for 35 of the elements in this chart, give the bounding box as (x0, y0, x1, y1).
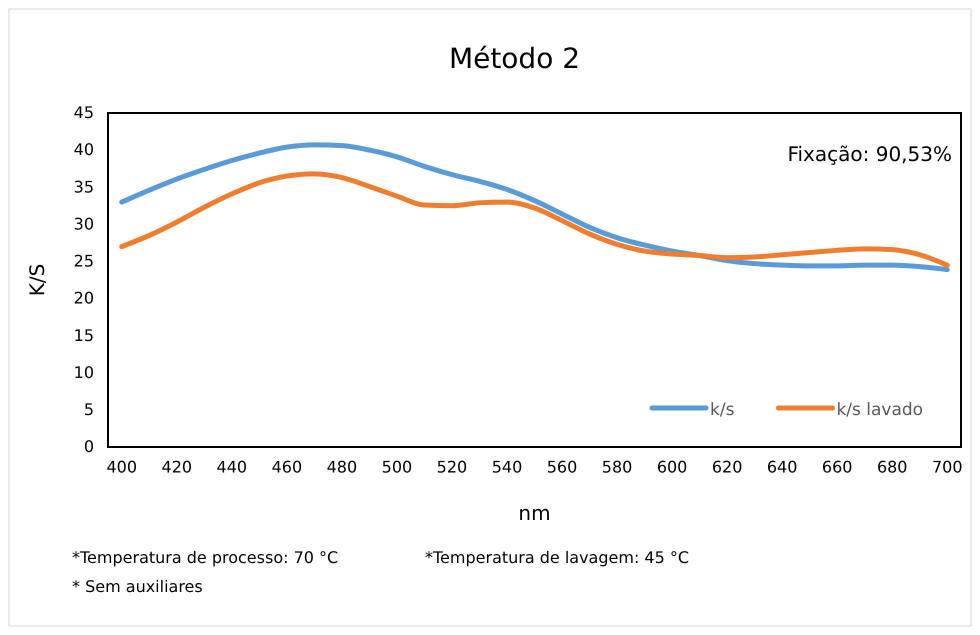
x-tick-label: 620 (712, 457, 742, 476)
y-tick-label: 40 (74, 140, 94, 160)
y-tick-label: 15 (74, 326, 94, 345)
y-tick-label: 20 (74, 288, 94, 308)
legend-label: k/s lavado (836, 400, 924, 420)
x-tick-label: 580 (602, 457, 632, 476)
annotation: Fixação: 90,53% (787, 142, 952, 166)
y-tick-label: 25 (74, 252, 94, 271)
text: *Temperatura de lavagem: 45 °C (425, 548, 690, 567)
x-tick-label: 560 (546, 457, 578, 476)
x-tick-label: 700 (932, 457, 963, 476)
y-tick-label: 10 (74, 362, 94, 382)
x-axis-title: nm (518, 501, 551, 525)
y-axis-title: K/S (25, 264, 49, 296)
x-tick-label: 640 (766, 457, 798, 476)
x-tick-label: 520 (436, 457, 468, 476)
x-tick-label: 540 (492, 457, 522, 476)
chart-title: Método 2 (448, 42, 580, 75)
x-tick-label: 440 (216, 457, 248, 476)
text: * Sem auxiliares (72, 577, 203, 596)
x-tick-label: 480 (326, 457, 358, 476)
x-tick-label: 500 (382, 457, 412, 476)
text: *Temperatura de processo: 70 °C (72, 548, 338, 567)
y-tick-label: 5 (84, 400, 94, 420)
x-tick-label: 420 (162, 457, 192, 476)
y-tick-label: 0 (84, 437, 94, 456)
y-tick-label: 45 (74, 103, 94, 122)
x-tick-label: 660 (822, 457, 852, 476)
x-tick-label: 460 (272, 457, 302, 476)
x-tick-label: 400 (106, 457, 138, 476)
y-tick-label: 35 (74, 177, 94, 196)
x-tick-label: 680 (876, 457, 908, 476)
x-tick-label: 600 (656, 457, 688, 476)
legend-label: k/s (710, 400, 735, 420)
y-tick-label: 30 (74, 214, 94, 234)
